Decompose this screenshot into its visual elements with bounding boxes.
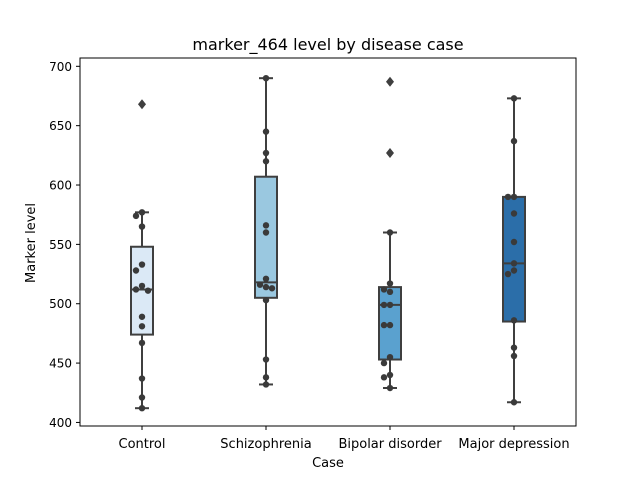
x-tick-label: Schizophrenia <box>220 437 311 452</box>
data-point <box>138 223 146 230</box>
data-point <box>262 128 270 135</box>
data-point <box>386 280 394 287</box>
data-point <box>504 270 512 278</box>
y-tick-label: 700 <box>49 60 72 74</box>
data-point <box>138 313 146 320</box>
outlier-marker <box>386 147 394 158</box>
data-point <box>510 210 518 217</box>
data-point <box>262 275 270 282</box>
data-point <box>510 399 518 406</box>
data-point <box>510 193 518 201</box>
data-point <box>262 222 270 229</box>
data-point <box>262 149 270 157</box>
y-tick-label: 400 <box>49 416 72 430</box>
outlier-marker <box>138 99 146 110</box>
data-point <box>380 301 388 309</box>
data-point <box>386 321 394 329</box>
data-point <box>262 296 270 304</box>
data-point <box>510 267 518 274</box>
data-point <box>510 344 518 351</box>
chart-title: marker_464 level by disease case <box>192 35 463 55</box>
data-point <box>138 375 146 382</box>
data-point <box>138 261 146 268</box>
data-point <box>386 353 394 361</box>
data-point <box>138 394 146 401</box>
data-point <box>380 374 388 381</box>
data-point <box>262 229 270 236</box>
data-point <box>386 384 394 392</box>
y-tick-label: 550 <box>49 238 72 252</box>
data-point <box>138 282 146 290</box>
plot-frame <box>79 57 577 427</box>
data-point <box>262 356 270 363</box>
data-point <box>510 317 518 324</box>
x-tick-label: Bipolar disorder <box>338 437 442 452</box>
y-tick-label: 600 <box>49 179 72 193</box>
data-point <box>380 321 388 329</box>
data-point <box>262 158 270 165</box>
data-point <box>504 193 512 201</box>
data-point <box>510 352 518 360</box>
data-point <box>262 381 270 388</box>
y-tick-label: 450 <box>49 357 72 371</box>
data-point <box>510 238 518 246</box>
data-point <box>268 285 276 292</box>
outlier-marker <box>386 76 394 87</box>
data-point <box>132 286 140 293</box>
data-point <box>262 74 270 82</box>
data-point <box>386 301 394 309</box>
data-point <box>386 288 394 296</box>
x-axis-label: Case <box>312 456 344 471</box>
x-tick-label: Major depression <box>458 437 569 452</box>
data-point <box>132 267 140 274</box>
data-point <box>138 323 146 330</box>
axes: 400 450 500 550 600 650 700 Control Schizophreni… <box>49 57 577 452</box>
data-point <box>138 404 146 412</box>
data-point <box>510 260 518 267</box>
data-point <box>380 359 388 367</box>
data-point <box>386 229 394 236</box>
data-point <box>262 283 270 291</box>
plot-area <box>130 74 526 412</box>
data-point <box>138 339 146 347</box>
data-point <box>510 95 518 102</box>
y-tick-label: 650 <box>49 119 72 133</box>
data-point <box>380 286 388 293</box>
data-point <box>510 137 518 145</box>
y-axis-label: Marker level <box>24 203 39 283</box>
data-point <box>132 212 140 220</box>
data-point <box>262 374 270 381</box>
data-point <box>256 281 264 288</box>
data-point <box>144 287 152 294</box>
data-point <box>386 371 394 379</box>
x-tick-label: Control <box>119 437 166 452</box>
data-point <box>138 209 146 216</box>
y-tick-label: 500 <box>49 297 72 311</box>
